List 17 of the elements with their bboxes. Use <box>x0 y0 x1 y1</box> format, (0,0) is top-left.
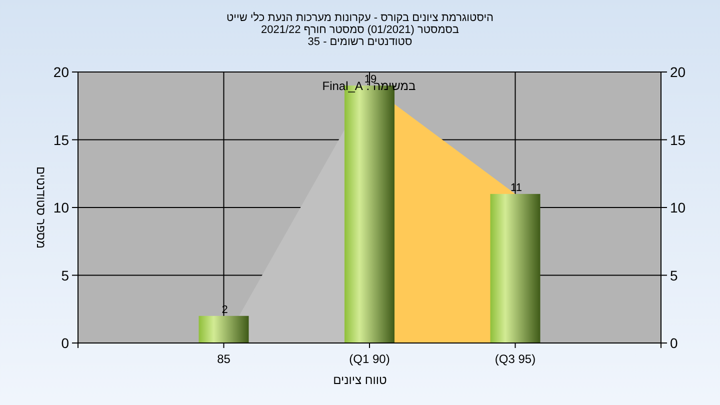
y-tick-label: 5 <box>61 267 70 284</box>
y-tick-label: 20 <box>53 64 70 80</box>
chart-title: היסטוגרמת ציונים בקורס - עקרונות מערכות הנעת כלי שייט <box>226 12 494 24</box>
x-tick-label: (Q1 90) <box>349 352 390 366</box>
x-tick-label: (Q3 95) <box>494 352 536 366</box>
y2-tick-label: 15 <box>670 132 686 148</box>
y2-tick-label: 0 <box>670 335 678 351</box>
y-axis-title: מספר סטודנטים <box>34 166 48 249</box>
y-tick-label: 10 <box>53 200 70 216</box>
y2-tick-label: 5 <box>670 267 678 284</box>
x-axis-title: טווח ציונים <box>333 373 388 387</box>
chart-subtitle: בסמסטר (01/2021) סמסטר חורף 2021/22 סטודנטים רשומים - 35 <box>260 24 460 48</box>
y-tick-label: 15 <box>53 132 70 148</box>
y-tick-label: 0 <box>61 335 70 351</box>
y2-tick-label: 10 <box>670 200 686 216</box>
x-tick-label: 85 <box>217 352 231 366</box>
y2-tick-label: 20 <box>670 64 686 80</box>
